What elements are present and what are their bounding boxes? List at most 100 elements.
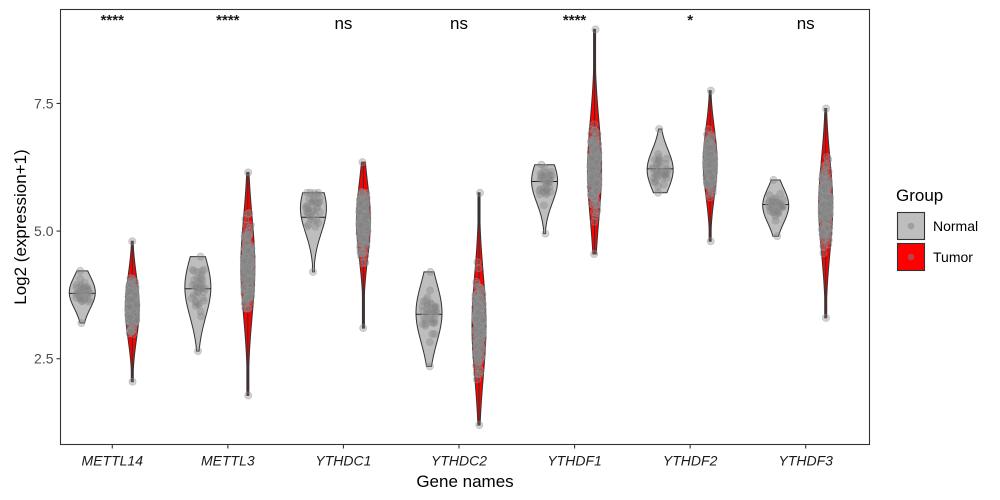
data-point <box>126 302 135 311</box>
data-point <box>130 308 139 317</box>
data-point <box>587 176 596 185</box>
data-point <box>125 310 134 319</box>
data-point <box>129 308 138 317</box>
significance-label: ns <box>334 14 352 33</box>
data-point <box>242 250 251 259</box>
data-point <box>240 257 249 266</box>
data-point <box>357 211 366 220</box>
data-point <box>356 218 365 227</box>
data-point <box>125 286 134 295</box>
data-point <box>362 199 371 208</box>
data-point <box>769 176 778 185</box>
data-point <box>241 260 250 269</box>
data-point <box>590 189 599 198</box>
data-point <box>359 209 368 218</box>
data-point <box>243 267 252 276</box>
data-point <box>244 268 253 277</box>
data-point <box>541 229 550 238</box>
data-point <box>421 296 430 305</box>
data-point <box>590 250 599 259</box>
data-point <box>361 214 370 223</box>
data-point <box>191 297 200 306</box>
data-point <box>313 190 322 199</box>
data-point <box>131 307 140 316</box>
data-point <box>130 301 139 310</box>
data-point <box>472 336 481 345</box>
data-point <box>245 289 254 298</box>
data-point <box>246 223 255 232</box>
data-point <box>588 162 597 171</box>
data-point <box>427 310 436 319</box>
data-point <box>124 299 133 308</box>
data-point <box>591 149 600 158</box>
data-point <box>471 295 480 304</box>
data-point <box>242 275 251 284</box>
data-point <box>652 175 661 184</box>
data-point <box>196 279 205 288</box>
data-point <box>131 303 140 312</box>
data-point <box>360 197 369 206</box>
data-point <box>358 215 367 224</box>
data-point <box>129 292 138 301</box>
data-point <box>425 307 434 316</box>
data-point <box>131 295 140 304</box>
data-point <box>128 326 137 335</box>
data-point <box>76 281 85 290</box>
data-point <box>475 316 484 325</box>
data-point <box>198 284 207 293</box>
legend-title: Group <box>896 186 943 205</box>
data-point <box>588 192 597 201</box>
data-point <box>356 209 365 218</box>
data-point <box>471 325 480 334</box>
data-point <box>594 174 603 183</box>
data-point <box>246 274 255 283</box>
data-point <box>592 136 601 145</box>
data-point <box>474 299 483 308</box>
data-point <box>472 318 481 327</box>
data-point <box>360 233 369 242</box>
data-point <box>129 288 138 297</box>
data-point <box>476 326 485 335</box>
data-point <box>124 314 133 323</box>
data-point <box>777 202 786 211</box>
data-point <box>475 364 484 373</box>
data-point <box>706 86 715 95</box>
data-point <box>586 183 595 192</box>
data-point <box>132 301 141 310</box>
data-point <box>130 306 139 315</box>
data-point <box>586 148 595 157</box>
data-point <box>243 238 252 247</box>
data-point <box>362 219 371 228</box>
data-point <box>243 277 252 286</box>
data-point <box>242 234 251 243</box>
data-point <box>591 165 600 174</box>
data-point <box>545 183 554 192</box>
data-point <box>475 322 484 331</box>
data-point <box>661 159 670 168</box>
data-point <box>356 198 365 207</box>
data-point <box>126 306 135 315</box>
data-point <box>474 351 483 360</box>
data-point <box>196 307 205 316</box>
data-point <box>357 222 366 231</box>
data-point <box>476 330 485 339</box>
data-point <box>476 319 485 328</box>
data-point <box>474 338 483 347</box>
data-point <box>591 189 600 198</box>
data-point <box>363 214 372 223</box>
data-point <box>542 190 551 199</box>
data-point <box>471 314 480 323</box>
data-point <box>648 164 657 173</box>
data-point <box>125 301 134 310</box>
data-point <box>242 255 251 264</box>
data-point <box>475 421 484 430</box>
data-point <box>590 161 599 170</box>
data-point <box>124 308 133 317</box>
data-point <box>476 353 485 362</box>
data-point <box>78 297 87 306</box>
data-point <box>358 203 367 212</box>
data-point <box>358 214 367 223</box>
data-point <box>476 305 485 314</box>
data-point <box>240 277 249 286</box>
data-point <box>129 300 138 309</box>
